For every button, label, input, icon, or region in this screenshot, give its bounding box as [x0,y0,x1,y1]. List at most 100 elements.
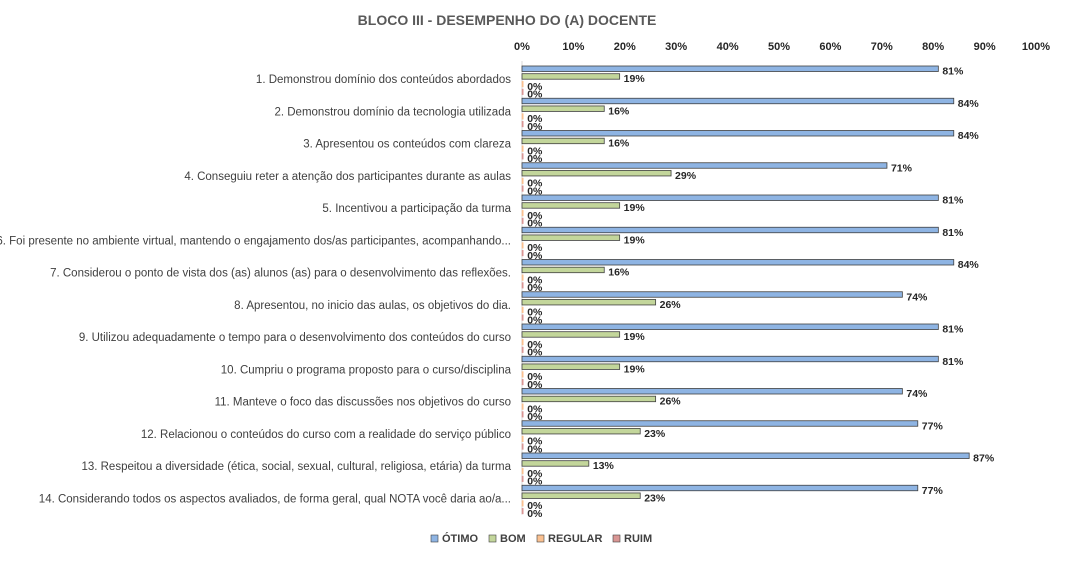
data-label: 0% [527,347,543,359]
x-tick-label: 30% [665,41,687,53]
legend-swatch [536,534,545,543]
data-label: 71% [891,162,913,174]
data-label: 16% [608,105,630,117]
category-label: 4. Conseguiu reter a atenção dos partici… [184,171,511,183]
category-label: 9. Utilizou adequadamente o tempo para o… [79,332,511,344]
x-tick-label: 10% [562,41,584,53]
bar-bom [521,363,621,370]
bar-regular [521,468,524,475]
category-label: 2. Demonstrou domínio da tecnologia util… [274,106,511,118]
category-label: 10. Cumpriu o programa proposto para o c… [221,364,512,376]
data-label: 0% [527,242,543,254]
data-label: 16% [608,267,630,279]
data-label: 23% [644,492,666,504]
data-label: 0% [527,185,543,197]
data-label: 16% [608,138,630,150]
data-label: 0% [527,178,543,190]
legend-swatch [488,534,497,543]
category-label: 6. Foi presente no ambiente virtual, man… [0,235,511,247]
category-label: 14. Considerando todos os aspectos avali… [39,493,511,505]
category-label: 13. Respeitou a diversidade (ética, soci… [81,461,511,473]
data-label: 0% [527,476,543,488]
bar-regular [521,81,524,88]
bar-ruim [521,121,524,128]
bar-regular [521,403,524,410]
data-label: 19% [624,331,646,343]
bar-ótimo [521,130,955,137]
x-tick-label: 40% [717,41,739,53]
bar-ruim [521,411,524,418]
category-label: 8. Apresentou, no inicio das aulas, os o… [234,300,511,312]
x-tick-label: 70% [871,41,893,53]
data-label: 0% [527,468,543,480]
bar-bom [521,331,621,338]
data-label: 19% [624,234,646,246]
data-label: 84% [958,259,980,271]
legend-swatch [430,534,439,543]
data-label: 0% [527,250,543,262]
data-label: 81% [942,195,964,207]
bars [521,65,970,515]
bar-regular [521,145,524,152]
category-label: 3. Apresentou os conteúdos com clareza [303,139,511,151]
bar-bom [521,299,657,306]
bar-ótimo [521,65,939,72]
bar-ruim [521,250,524,257]
bar-ruim [521,475,524,482]
bar-ruim [521,443,524,450]
data-label: 77% [922,485,944,497]
bar-ruim [521,508,524,515]
data-label: 0% [527,443,543,455]
bar-ruim [521,346,524,353]
category-label: 5. Incentivou a participação da turma [322,203,511,215]
data-label: 13% [593,460,615,472]
data-label: 87% [973,453,995,465]
bar-bom [521,202,621,209]
data-label: 0% [527,153,543,165]
legend: ÓTIMO BOM REGULAR RUIM [430,532,652,545]
x-axis-ticks: 0% 10% 20% 30% 40% 50% 60% 70% 80% 90% 100% [514,41,1050,53]
legend-label: REGULAR [548,533,602,545]
bar-regular [521,306,524,313]
data-label: 0% [527,307,543,319]
data-label: 74% [906,291,928,303]
data-label: 0% [527,210,543,222]
data-label: 0% [527,508,543,520]
category-label: 12. Relacionou o conteúdos do curso com … [141,429,511,441]
data-label: 84% [958,130,980,142]
category-labels: 1. Demonstrou domínio dos conteúdos abor… [0,74,512,505]
bar-ótimo [521,388,903,395]
x-tick-label: 50% [768,41,790,53]
bar-bom [521,492,641,499]
data-label: 0% [527,121,543,133]
data-label: 81% [942,66,964,78]
data-label: 84% [958,98,980,110]
bar-ruim [521,379,524,386]
data-label: 0% [527,81,543,93]
bar-regular [521,339,524,346]
data-label: 0% [527,89,543,101]
data-label: 81% [942,227,964,239]
data-label: 81% [942,324,964,336]
bar-ruim [521,88,524,95]
legend-swatch [612,534,621,543]
x-tick-label: 0% [514,41,530,53]
bar-bom [521,234,621,241]
bar-bom [521,395,657,403]
bar-ótimo [521,355,939,363]
x-tick-label: 80% [922,41,944,53]
data-label: 0% [527,339,543,351]
category-label: 11. Manteve o foco das discussões nos ob… [215,397,511,409]
data-label: 29% [675,170,697,182]
bar-ótimo [521,452,970,459]
bar-bom [521,105,605,112]
bar-regular [521,274,524,281]
bar-regular [521,210,524,217]
bar-ruim [521,282,524,289]
bar-bom [521,428,641,435]
bar-bom [521,266,605,274]
bar-ótimo [521,259,955,266]
data-label: 77% [922,420,944,432]
